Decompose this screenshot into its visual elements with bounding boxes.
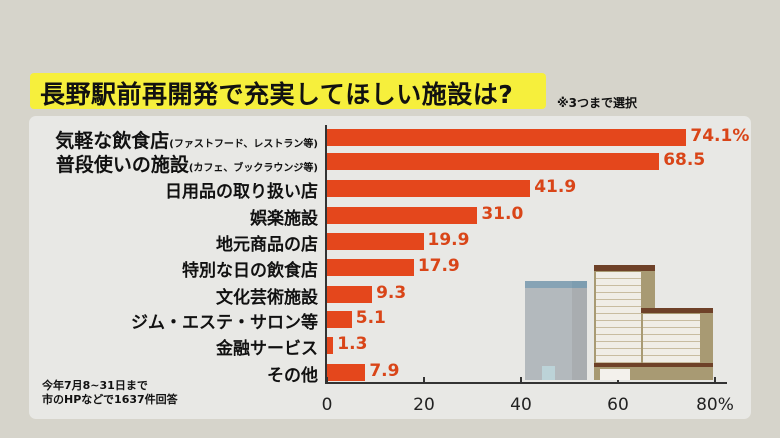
source-line-1: 今年7月8~31日まで: [42, 379, 148, 392]
category-main: 金融サービス: [216, 339, 318, 359]
category-label: 金融サービス: [216, 334, 318, 359]
bar: [327, 180, 531, 197]
source-note: 今年7月8~31日まで 市のHPなどで1637件回答: [42, 379, 178, 407]
category-main: 特別な日の飲食店: [182, 261, 318, 281]
category-main: その他: [267, 366, 318, 386]
value-label: 1.3: [337, 334, 368, 354]
category-sub: (カフェ、ブックラウンジ等): [188, 163, 318, 174]
x-tick-label: 80%: [696, 395, 734, 415]
value-label: 17.9: [417, 256, 460, 276]
category-label: 普段使いの施設(カフェ、ブックラウンジ等): [56, 150, 318, 177]
value-label: 74.1%: [690, 126, 750, 146]
value-label: 31.0: [481, 204, 524, 224]
bar: [327, 153, 660, 170]
category-label: 文化芸術施設: [216, 283, 318, 308]
source-line-2: 市のHPなどで1637件回答: [42, 393, 178, 406]
chart-title: 長野駅前再開発で充実してほしい施設は?: [40, 80, 514, 109]
value-label: 5.1: [355, 308, 386, 328]
bar: [327, 129, 687, 146]
category-main: ジム・エステ・サロン等: [131, 313, 318, 333]
x-tick-label: 0: [321, 395, 333, 415]
category-main: 気軽な飲食店: [55, 130, 170, 152]
y-axis-line: [325, 125, 327, 383]
category-sub: (ファストフード、レストラン等): [169, 139, 318, 150]
category-main: 地元商品の店: [216, 235, 318, 255]
value-label: 41.9: [534, 177, 577, 197]
category-label: ジム・エステ・サロン等: [131, 308, 318, 333]
category-label: 気軽な飲食店(ファストフード、レストラン等): [55, 126, 318, 153]
x-tick-mark: [520, 377, 522, 382]
x-tick-label: 40: [510, 395, 532, 415]
x-tick-mark: [714, 377, 716, 382]
x-tick-mark: [326, 377, 328, 382]
category-main: 普段使いの施設: [55, 154, 189, 176]
bar: [327, 337, 334, 354]
x-tick-label: 20: [413, 395, 435, 415]
bar: [327, 259, 414, 276]
category-label: その他: [267, 361, 318, 386]
x-tick-label: 60: [607, 395, 629, 415]
category-label: 娯楽施設: [250, 204, 318, 229]
bar: [327, 286, 373, 303]
x-tick-mark: [423, 377, 425, 382]
bar: [327, 311, 352, 328]
category-label: 特別な日の飲食店: [182, 256, 318, 281]
bar: [327, 364, 366, 381]
value-label: 9.3: [376, 283, 407, 303]
x-axis-line: [325, 382, 727, 384]
value-label: 68.5: [663, 150, 706, 170]
note: ※3つまで選択: [557, 96, 638, 110]
category-main: 文化芸術施設: [216, 288, 318, 308]
bar: [327, 207, 478, 224]
bar: [327, 233, 424, 250]
value-label: 7.9: [369, 361, 400, 381]
category-main: 娯楽施設: [250, 209, 318, 229]
category-main: 日用品の取り扱い店: [165, 182, 318, 202]
title-banner: 長野駅前再開発で充実してほしい施設は?: [30, 73, 546, 109]
category-label: 日用品の取り扱い店: [165, 177, 318, 202]
category-label: 地元商品の店: [216, 230, 318, 255]
value-label: 19.9: [427, 230, 470, 250]
